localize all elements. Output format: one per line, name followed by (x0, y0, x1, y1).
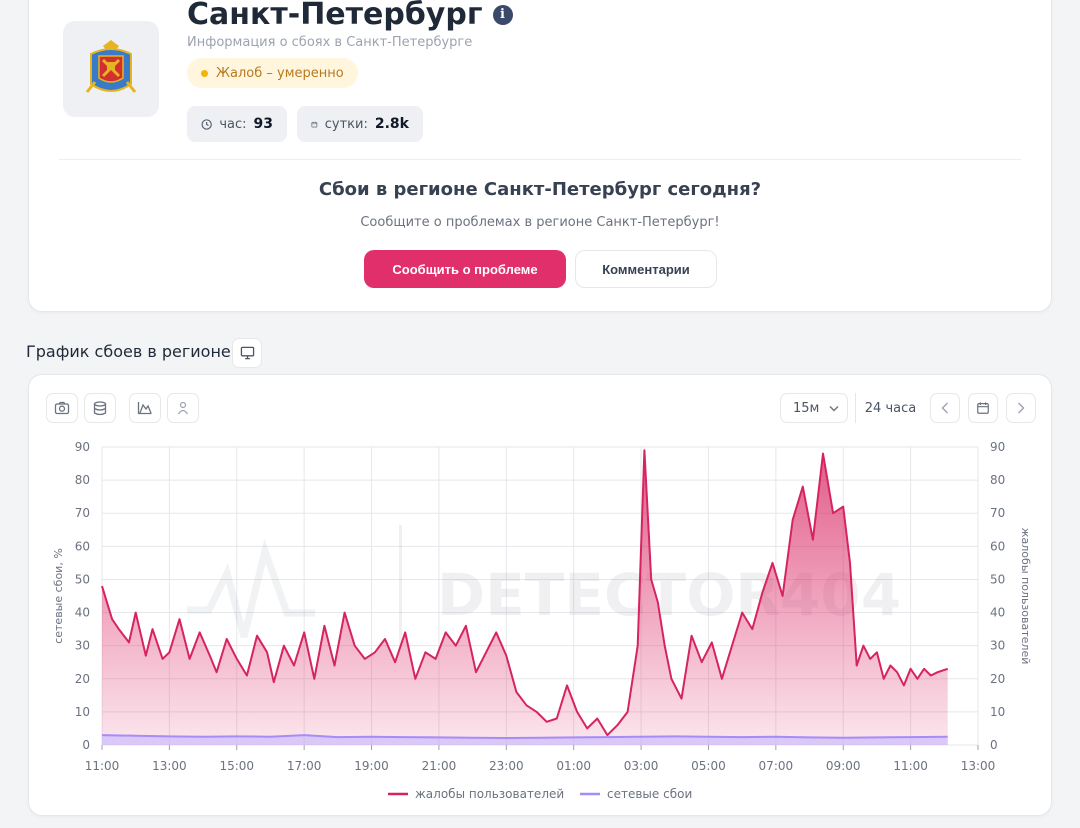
x-tick-label: 09:00 (826, 759, 861, 773)
status-badge: Жалоб – умеренно (187, 58, 358, 88)
legend-label-complaints[interactable]: жалобы пользователей (415, 787, 564, 801)
y-tick-left: 70 (75, 506, 90, 520)
database-icon (93, 400, 107, 415)
chevron-down-icon (829, 405, 839, 411)
calendar-icon (977, 402, 989, 414)
x-tick-label: 11:00 (85, 759, 120, 773)
y-tick-right: 70 (990, 506, 1005, 520)
chart-section-title: График сбоев в регионе (26, 342, 231, 361)
y-tick-right: 40 (990, 606, 1005, 620)
divider (59, 159, 1021, 160)
range-label: 24 часа (855, 393, 925, 423)
y-tick-left: 40 (75, 606, 90, 620)
calendar-icon (311, 121, 318, 127)
page-subtitle: Информация о сбоях в Санкт-Петербурге (187, 35, 473, 50)
y-tick-right: 0 (990, 738, 998, 752)
y-axis-right-title: жалобы пользователей (1019, 528, 1032, 665)
x-tick-label: 15:00 (219, 759, 254, 773)
chart-card: 15м 24 часа DETECTOR404 0 0 10 10 20 20 30 30 40… (28, 374, 1052, 816)
daily-stat: сутки: 2.8k (297, 106, 423, 142)
date-picker-button[interactable] (968, 393, 998, 423)
y-tick-right: 60 (990, 539, 1005, 553)
x-tick-label: 19:00 (354, 759, 389, 773)
y-tick-left: 90 (75, 440, 90, 454)
report-subtitle: Сообщите о проблемах в регионе Санкт-Пет… (360, 215, 720, 230)
report-title: Сбои в регионе Санкт-Петербург сегодня? (318, 179, 762, 200)
x-tick-label: 05:00 (691, 759, 726, 773)
y-tick-right: 50 (990, 572, 1005, 586)
hour-value: 93 (253, 116, 273, 132)
city-title-row: Санкт-Петербург i (187, 0, 513, 32)
y-tick-right: 30 (990, 639, 1005, 653)
x-tick-label: 17:00 (287, 759, 322, 773)
x-tick-label: 03:00 (624, 759, 659, 773)
complaints-line (101, 449, 949, 737)
legend: жалобы пользователей сетевые сбои (388, 787, 692, 801)
status-text: Жалоб – умеренно (216, 65, 344, 81)
screenshot-button[interactable] (46, 393, 78, 423)
status-dot-icon (201, 69, 208, 77)
y-tick-left: 10 (75, 705, 90, 719)
x-tick-label: 11:00 (893, 759, 928, 773)
day-label: сутки: (324, 116, 368, 132)
clock-icon (201, 118, 212, 130)
camera-icon (54, 401, 70, 415)
network-line (101, 734, 948, 740)
page-title: Санкт-Петербург (187, 0, 483, 32)
x-tick-label: 13:00 (152, 759, 187, 773)
info-icon[interactable]: i (492, 4, 513, 25)
coat-of-arms-icon (85, 40, 137, 93)
x-tick-label: 07:00 (759, 759, 794, 773)
y-tick-left: 60 (75, 539, 90, 553)
comments-button[interactable]: Комментарии (575, 250, 717, 288)
x-tick-label: 01:00 (556, 759, 591, 773)
x-tick-label: 13:00 (961, 759, 996, 773)
city-emblem (63, 21, 159, 117)
y-tick-right: 90 (990, 440, 1005, 454)
report-problem-button[interactable]: Сообщить о проблеме (364, 250, 566, 288)
x-tick-label: 23:00 (489, 759, 524, 773)
chevron-right-icon (1018, 402, 1025, 414)
fullscreen-button[interactable] (232, 338, 262, 368)
y-tick-left: 50 (75, 572, 90, 586)
y-tick-left: 0 (82, 738, 90, 752)
prev-period-button[interactable] (930, 393, 960, 423)
next-period-button[interactable] (1006, 393, 1036, 423)
user-mode-button[interactable] (167, 393, 199, 423)
day-value: 2.8k (374, 116, 409, 132)
x-tick-label: 21:00 (422, 759, 457, 773)
hourly-stat: час: 93 (187, 106, 287, 142)
y-tick-right: 80 (990, 473, 1005, 487)
y-tick-left: 20 (75, 672, 90, 686)
hour-label: час: (219, 116, 247, 132)
y-axis-left-title: сетевые сбои, % (52, 548, 65, 644)
data-button[interactable] (84, 393, 116, 423)
region-info-card: Санкт-Петербург i Информация о сбоях в С… (28, 0, 1052, 312)
legend-label-network[interactable]: сетевые сбои (607, 787, 692, 801)
y-tick-left: 80 (75, 473, 90, 487)
complaints-area (102, 450, 948, 745)
area-chart-icon (137, 402, 152, 415)
y-tick-right: 20 (990, 672, 1005, 686)
y-tick-left: 30 (75, 639, 90, 653)
person-icon (177, 401, 189, 415)
y-tick-right: 10 (990, 705, 1005, 719)
area-mode-button[interactable] (129, 393, 161, 423)
chevron-left-icon (941, 402, 948, 414)
monitor-icon (240, 346, 254, 360)
interval-value: 15м (793, 400, 820, 416)
interval-select[interactable]: 15м (780, 393, 848, 423)
